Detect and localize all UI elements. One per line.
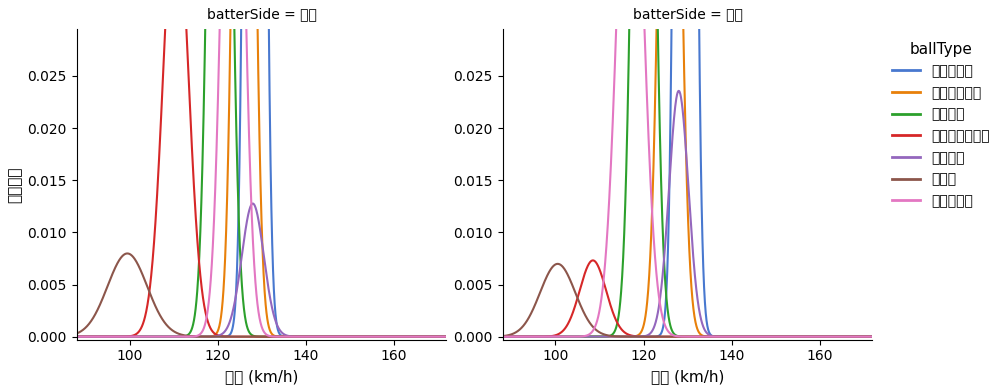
X-axis label: 球速 (km/h): 球速 (km/h) [651, 369, 724, 384]
Y-axis label: 確率密度: 確率密度 [7, 166, 22, 203]
Title: batterSide = 左打: batterSide = 左打 [206, 7, 317, 21]
Legend: ストレート, カットボール, シンカー, チェンジアップ, シュート, カーブ, スライダー: ストレート, カットボール, シンカー, チェンジアップ, シュート, カーブ,… [887, 36, 995, 213]
X-axis label: 球速 (km/h): 球速 (km/h) [224, 369, 299, 384]
Title: batterSide = 右打: batterSide = 右打 [632, 7, 742, 21]
